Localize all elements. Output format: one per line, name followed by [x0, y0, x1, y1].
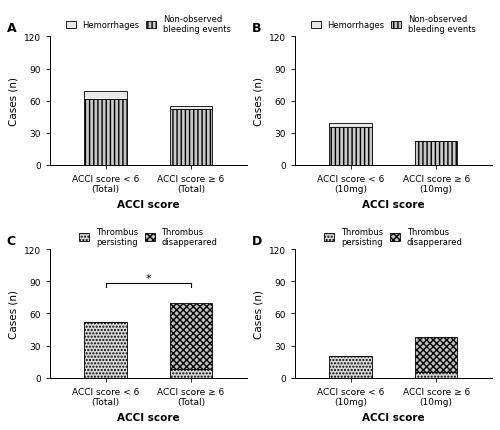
X-axis label: ACCI score: ACCI score	[362, 412, 424, 422]
Text: B: B	[252, 22, 262, 35]
Bar	[84, 92, 127, 99]
Bar	[330, 356, 372, 378]
Y-axis label: Cases (n): Cases (n)	[8, 77, 18, 126]
Bar	[415, 142, 458, 166]
X-axis label: ACCI score: ACCI score	[117, 412, 180, 422]
Legend: Thrombus
persisting, Thrombus
disapperared: Thrombus persisting, Thrombus disapperar…	[323, 225, 464, 248]
Legend: Thrombus
persisting, Thrombus
disapperared: Thrombus persisting, Thrombus disapperar…	[78, 225, 219, 248]
Text: A: A	[7, 22, 16, 35]
Bar	[170, 369, 212, 378]
Y-axis label: Cases (n): Cases (n)	[254, 289, 264, 338]
Bar	[415, 337, 458, 372]
Legend: Hemorrhages, Non-observed
bleeding events: Hemorrhages, Non-observed bleeding event…	[310, 13, 478, 36]
X-axis label: ACCI score: ACCI score	[117, 200, 180, 209]
Text: C: C	[7, 234, 16, 247]
X-axis label: ACCI score: ACCI score	[362, 200, 424, 209]
Bar	[330, 124, 372, 128]
Y-axis label: Cases (n): Cases (n)	[8, 289, 18, 338]
Text: *: *	[146, 273, 151, 283]
Bar	[84, 322, 127, 378]
Text: D: D	[252, 234, 262, 247]
Bar	[415, 372, 458, 378]
Bar	[330, 128, 372, 166]
Bar	[170, 110, 212, 166]
Y-axis label: Cases (n): Cases (n)	[254, 77, 264, 126]
Legend: Hemorrhages, Non-observed
bleeding events: Hemorrhages, Non-observed bleeding event…	[64, 13, 232, 36]
Bar	[170, 107, 212, 110]
Bar	[170, 303, 212, 369]
Bar	[84, 99, 127, 166]
